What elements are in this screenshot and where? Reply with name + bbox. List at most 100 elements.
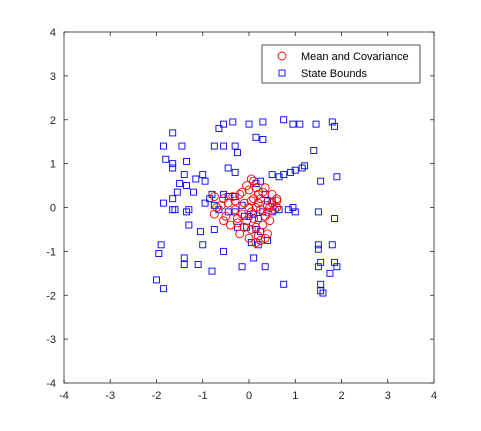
square-point: [180, 254, 188, 262]
square-point: [317, 258, 325, 266]
x-tick-label: 0: [246, 390, 252, 402]
square-point: [252, 179, 260, 187]
legend-circle-marker: [277, 51, 287, 61]
circle-point: [237, 187, 247, 197]
y-tick-label: -2: [46, 290, 56, 302]
square-point: [238, 263, 246, 271]
circle-point: [251, 203, 261, 212]
square-point: [155, 250, 163, 258]
square-point: [199, 241, 207, 249]
square-point: [289, 120, 297, 128]
y-tick-label: 2: [50, 115, 56, 127]
square-point: [208, 267, 216, 275]
circle-point: [232, 218, 242, 228]
x-tick-label: -1: [198, 390, 208, 402]
square-point: [333, 263, 341, 271]
square-point: [231, 168, 239, 176]
square-point: [252, 133, 260, 141]
square-point: [259, 136, 267, 143]
square-point: [319, 289, 327, 297]
square-point: [169, 160, 177, 168]
legend-label: Mean and Covariance: [301, 51, 409, 63]
square-point: [159, 142, 167, 150]
square-point: [194, 261, 202, 268]
square-point: [183, 182, 191, 190]
square-point: [280, 171, 288, 179]
square-point: [328, 241, 336, 249]
circle-point: [235, 229, 245, 239]
circle-point: [246, 224, 256, 234]
circle-point: [251, 183, 261, 193]
circle-point: [219, 216, 229, 226]
square-point: [275, 206, 283, 214]
square-point: [180, 261, 188, 268]
square-point: [284, 206, 292, 214]
square-point: [250, 254, 258, 262]
square-point: [220, 142, 228, 150]
circle-point: [242, 181, 252, 191]
square-point: [206, 195, 214, 203]
square-point: [183, 208, 191, 216]
square-point: [215, 125, 223, 132]
square-point: [208, 190, 216, 198]
circle-point: [253, 231, 263, 241]
square-point: [310, 147, 318, 154]
square-point: [238, 201, 246, 209]
square-point: [280, 280, 288, 288]
square-point: [173, 188, 181, 196]
circle-point: [223, 198, 233, 208]
square-point: [317, 287, 325, 295]
square-point: [153, 276, 160, 284]
square-point: [180, 171, 188, 179]
square-point: [291, 208, 299, 216]
y-tick-label: 0: [50, 203, 56, 215]
x-tick-label: 4: [431, 390, 437, 402]
square-point: [229, 118, 237, 126]
legend-label: State Bounds: [301, 68, 368, 80]
square-point: [220, 190, 228, 198]
square-point: [298, 164, 306, 172]
circle-point: [265, 203, 275, 212]
square-point: [331, 215, 339, 222]
plot-area: [64, 32, 434, 383]
square-point: [296, 120, 304, 128]
circle-point: [256, 194, 266, 204]
square-point: [333, 173, 341, 181]
square-point: [314, 263, 322, 271]
square-point: [259, 118, 267, 126]
square-point: [220, 247, 228, 255]
y-tick-label: 4: [50, 27, 56, 39]
circle-point: [260, 211, 270, 221]
square-point: [314, 245, 322, 253]
x-tick-label: 1: [292, 390, 298, 402]
x-tick-label: 2: [338, 390, 344, 402]
square-point: [178, 142, 186, 150]
axes: -4 -3 -2 -1 0 1 2 3 4 -4 -3 -2 -1 0 1 2 3 4: [46, 27, 437, 402]
circle-point: [221, 211, 231, 221]
circle-point: [251, 222, 261, 232]
square-point: [162, 155, 170, 163]
square-point: [159, 285, 167, 293]
square-point: [312, 120, 320, 128]
square-point: [201, 177, 209, 185]
circle-point: [209, 192, 219, 201]
circle-point: [272, 203, 282, 212]
legend-entry: Mean and Covariance: [277, 51, 409, 63]
square-point: [275, 173, 283, 181]
circle-point: [232, 214, 242, 223]
circle-point: [246, 174, 256, 184]
series-state-bounds: [153, 116, 341, 297]
square-point: [314, 241, 322, 249]
y-tick-label: -3: [46, 334, 56, 346]
circle-point: [272, 196, 282, 206]
square-point: [169, 206, 177, 214]
circle-point: [251, 238, 261, 248]
x-tick-label: -4: [59, 390, 69, 402]
square-point: [268, 171, 276, 179]
legend-square-marker: [278, 69, 286, 77]
circle-point: [263, 207, 272, 217]
square-point: [210, 225, 218, 233]
y-tick-label: -4: [46, 378, 56, 390]
square-point: [326, 269, 334, 277]
